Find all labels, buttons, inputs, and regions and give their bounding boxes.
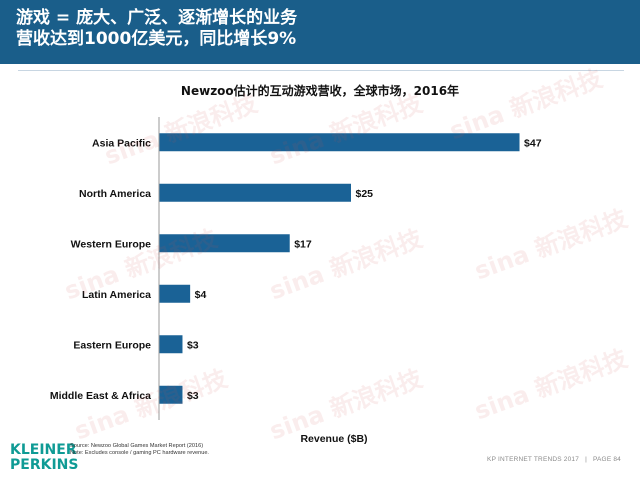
bar <box>159 183 351 202</box>
bar <box>159 284 191 303</box>
bar <box>159 335 183 354</box>
data-label: $3 <box>187 390 199 402</box>
data-label: $3 <box>187 339 199 351</box>
footer-page: PAGE 84 <box>592 456 621 463</box>
brand-line-2: PERKINS <box>10 457 79 473</box>
note-line: Note: Excludes console / gaming PC hardw… <box>70 450 209 456</box>
data-label: $17 <box>294 238 312 250</box>
chart-title: Newzoo估计的互动游戏营收，全球市场，2016年 <box>180 84 460 98</box>
page-title-line-2: 营收达到1000亿美元，同比增长9% <box>16 29 297 49</box>
category-label: Asia Pacific <box>92 137 151 149</box>
category-label: Western Europe <box>71 238 151 250</box>
brand-line-1: KLEINER <box>10 442 77 458</box>
data-label: $4 <box>195 289 207 301</box>
data-label: $25 <box>356 188 374 200</box>
category-label: Eastern Europe <box>73 339 151 351</box>
kleiner-perkins-logo: KLEINER PERKINS <box>10 443 80 473</box>
data-label: $47 <box>524 137 542 149</box>
category-label: North America <box>79 188 151 200</box>
category-label: Latin America <box>82 289 151 301</box>
x-axis-label: Revenue ($B) <box>300 433 367 445</box>
bar <box>159 133 520 152</box>
footer-report: KP INTERNET TRENDS 2017 <box>487 456 580 463</box>
bar <box>159 234 290 253</box>
header-banner: 游戏 = 庞大、广泛、逐渐增长的业务 营收达到1000亿美元，同比增长9% <box>0 0 640 64</box>
footer-separator: | <box>585 456 587 463</box>
category-label: Middle East & Africa <box>50 390 151 402</box>
page-title-line-1: 游戏 = 庞大、广泛、逐渐增长的业务 <box>16 8 298 28</box>
title-divider <box>18 70 624 71</box>
source-line: Source: Newzoo Global Games Market Repor… <box>70 443 204 449</box>
footer: KP INTERNET TRENDS 2017 | PAGE 84 <box>484 456 624 463</box>
source-notes: Source: Newzoo Global Games Market Repor… <box>70 443 209 457</box>
bar <box>159 385 183 404</box>
